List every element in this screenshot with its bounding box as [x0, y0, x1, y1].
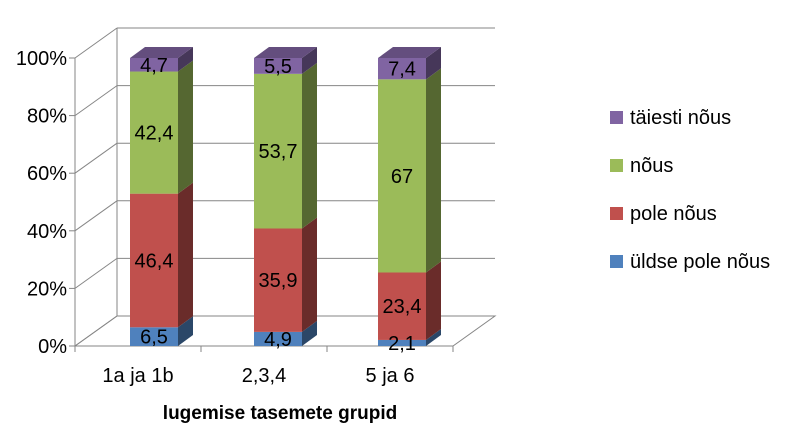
data-label: 67	[391, 166, 413, 188]
data-label: 5,5	[264, 56, 292, 78]
data-labels: 6,5 46,4 42,4 4,7 4,9 35,9 53,7 5,5 2,1 23,4 67 7,4	[135, 55, 422, 355]
bar-segment	[254, 228, 302, 332]
y-tick-label: 20%	[27, 278, 67, 300]
bar-segment	[130, 71, 178, 194]
data-label: 42,4	[135, 123, 174, 145]
data-label: 4,7	[140, 55, 168, 77]
x-tick-label: 1a ja 1b	[102, 365, 173, 387]
x-axis-title: lugemise tasemete grupid	[163, 403, 397, 424]
bar-side	[426, 47, 441, 80]
gridline-diagonal	[74, 142, 118, 174]
y-tick-label: 80%	[27, 106, 67, 128]
gridline-diagonal	[74, 27, 118, 59]
y-tick-label: 40%	[27, 221, 67, 243]
x-tick-label: 2,3,4	[242, 365, 286, 387]
y-tick-label: 100%	[16, 48, 67, 70]
y-tick-label: 0%	[38, 336, 67, 358]
y-tick-label: 60%	[27, 163, 67, 185]
bar-side	[178, 47, 193, 72]
gridline-diagonal	[74, 200, 118, 232]
bar-top	[130, 47, 193, 58]
bar-side	[178, 60, 193, 194]
data-label: 53,7	[259, 141, 298, 163]
bar-segment	[254, 331, 302, 346]
bar-segment	[130, 58, 178, 72]
legend-swatch	[610, 207, 623, 220]
bar-side	[302, 217, 317, 332]
bar-side	[426, 328, 441, 346]
legend-label: nõus	[630, 155, 674, 177]
bar-side	[302, 47, 317, 74]
bar-top	[254, 47, 317, 58]
bar-side	[178, 316, 193, 346]
bar-side	[302, 62, 317, 229]
bar-segment	[130, 193, 178, 328]
bar-segment	[378, 79, 426, 273]
bar-segment	[378, 339, 426, 346]
tick-labels: 0% 20% 40% 60% 80% 100% 1a ja 1b 2,3,4 5 ja 6	[16, 48, 415, 387]
bar-side	[178, 182, 193, 328]
data-label: 2,1	[388, 333, 416, 355]
gridline-diagonal	[74, 85, 118, 117]
bars	[130, 47, 441, 346]
legend-swatch	[610, 159, 623, 172]
legend-label: pole nõus	[630, 203, 717, 225]
bar-segment	[378, 272, 426, 340]
bar-top	[378, 47, 441, 58]
bar-side	[426, 261, 441, 340]
bar-segment	[130, 327, 178, 346]
data-label: 46,4	[135, 250, 174, 272]
data-label: 23,4	[383, 296, 422, 318]
legend-swatch	[610, 255, 623, 268]
bar-segment	[254, 73, 302, 229]
bar-side	[426, 68, 441, 273]
data-label: 6,5	[140, 327, 168, 349]
data-label: 4,9	[264, 329, 292, 351]
bar-segment	[378, 58, 426, 80]
data-label: 35,9	[259, 270, 298, 292]
bar-side	[302, 320, 317, 346]
legend-label: täiesti nõus	[630, 107, 732, 129]
axes	[69, 28, 497, 352]
x-tick-label: 5 ja 6	[366, 365, 415, 387]
legend-label: üldse pole nõus	[630, 251, 771, 273]
data-label: 7,4	[388, 59, 416, 81]
gridline-diagonal	[74, 257, 118, 289]
bar-segment	[254, 58, 302, 74]
legend-swatch	[610, 111, 623, 124]
